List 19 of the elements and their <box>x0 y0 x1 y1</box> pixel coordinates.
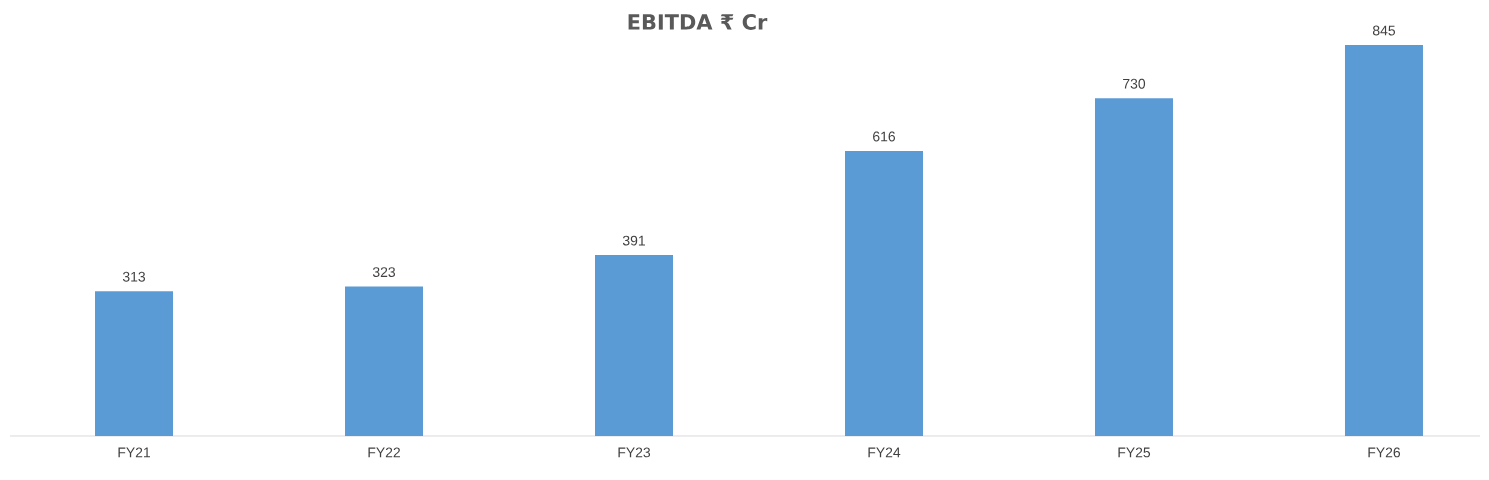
x-tick-label: FY21 <box>118 447 151 458</box>
bar <box>845 150 923 436</box>
x-tick-label: FY22 <box>368 447 400 458</box>
x-tick-label: FY23 <box>618 447 651 458</box>
data-label: 616 <box>873 131 896 142</box>
data-label: 845 <box>1372 25 1396 36</box>
data-label: 391 <box>622 235 645 246</box>
x-tick-label: FY25 <box>1118 447 1151 458</box>
bar <box>95 291 174 436</box>
data-label: 730 <box>1123 78 1146 89</box>
bar <box>345 286 424 436</box>
data-label: 313 <box>122 271 146 282</box>
bar <box>1344 44 1423 436</box>
bar <box>595 255 673 436</box>
data-label: 323 <box>372 267 396 278</box>
x-tick-label: FY24 <box>868 447 901 458</box>
x-tick-label: FY26 <box>1368 447 1401 458</box>
bar <box>1094 98 1173 436</box>
chart-title: EBITDA ₹ Cr <box>628 14 768 30</box>
